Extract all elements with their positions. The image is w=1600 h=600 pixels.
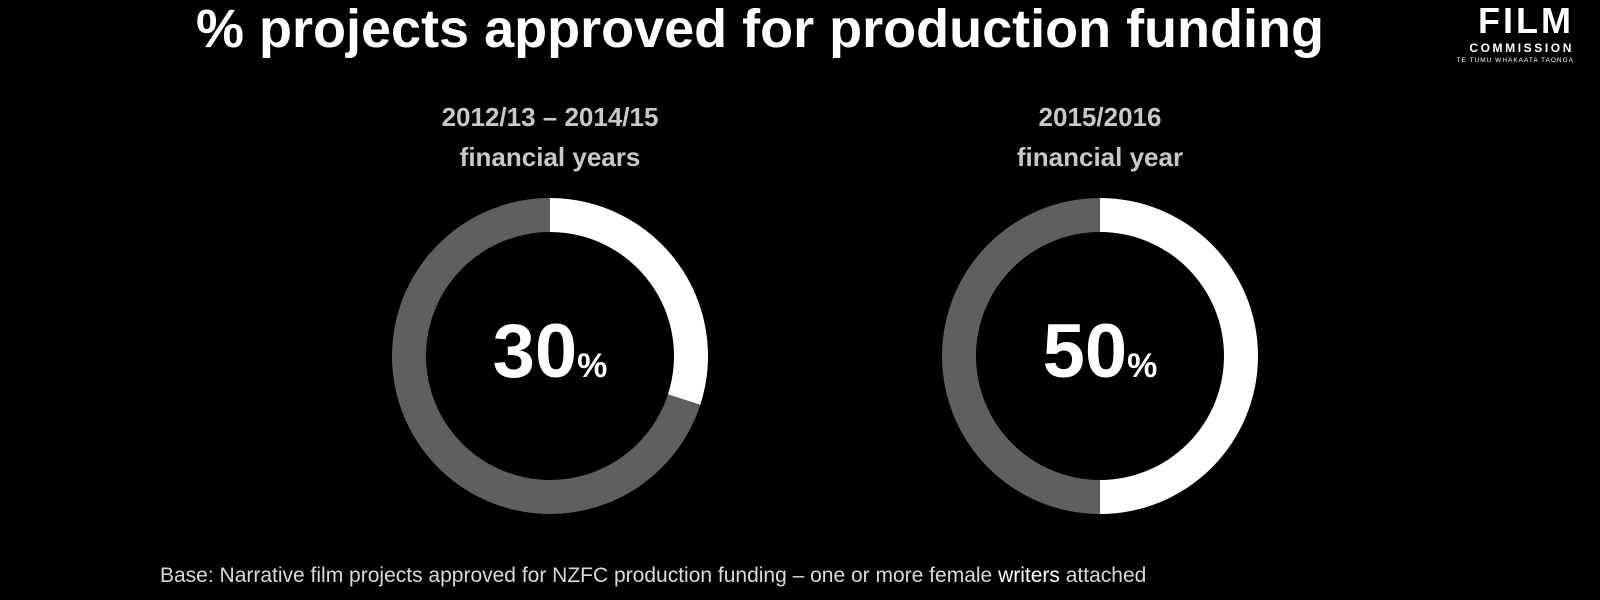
donut-center-unit: %: [1127, 347, 1158, 385]
logo-main-text: FILM: [1478, 0, 1574, 41]
page-title: % projects approved for production fundi…: [196, 0, 1324, 59]
donut-title-line1: 2015/2016: [1038, 102, 1162, 132]
donut-graphic: [392, 198, 708, 514]
footnote-text-start: Base: Narrative film projects approved f…: [160, 564, 999, 587]
donut-slice-highlight: [550, 198, 708, 405]
logo-tagline: TE TUMU WHAKAATA TAONGA: [1456, 57, 1574, 64]
donut-center-value: 50: [1042, 309, 1128, 394]
donut-slice-remainder: [942, 198, 1100, 514]
logo-sub-text: COMMISSION: [1469, 41, 1574, 55]
donut-title-line2: financial year: [1016, 142, 1184, 172]
donut-slice-highlight: [1100, 198, 1258, 514]
film-commission-logo: FILM COMMISSION TE TUMU WHAKAATA TAONGA: [1418, 2, 1574, 66]
footnote: Base: Narrative film projects approved f…: [160, 560, 1460, 592]
footnote-highlight: writers: [998, 564, 1060, 587]
footnote-text-end: attached: [1059, 564, 1147, 587]
donut-center-label: 50%: [880, 292, 1320, 433]
donut-title-line2: financial years: [459, 142, 641, 172]
donut-chart-2012-2015: 2012/13 – 2014/15 financial years 30%: [330, 96, 770, 526]
donut-title-line1: 2012/13 – 2014/15: [441, 102, 659, 132]
donut-center-unit: %: [577, 347, 608, 385]
donut-center-label: 30%: [330, 292, 770, 433]
donut-graphic: [942, 198, 1258, 514]
donut-chart-2015-2016: 2015/2016 financial year 50%: [880, 96, 1320, 526]
donut-center-value: 30: [492, 309, 578, 394]
